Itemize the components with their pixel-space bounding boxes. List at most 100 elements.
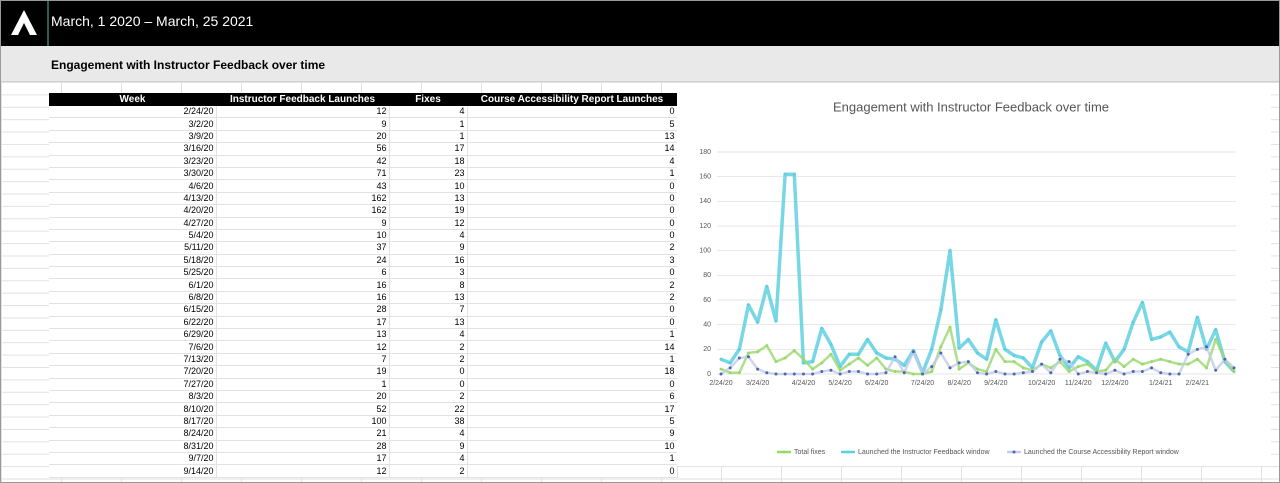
data-point (1195, 357, 1199, 361)
top-bar: March, 1 2020 – March, 25 2021 (1, 1, 1279, 46)
data-point (1021, 366, 1025, 370)
data-point (1012, 360, 1016, 364)
table-cell: 8 (389, 278, 468, 292)
data-point (1122, 372, 1126, 376)
table-cell: 7/20/20 (49, 365, 217, 379)
data-point (1150, 366, 1154, 370)
table-cell: 7/13/20 (49, 353, 217, 367)
data-point (1195, 315, 1199, 319)
table-row: 8/10/20 52 22 17 (49, 402, 678, 416)
data-point (820, 361, 824, 365)
y-tick-label: 20 (703, 346, 711, 353)
data-point (866, 337, 870, 341)
table-cell: 162 (216, 192, 390, 206)
table-cell: 8/3/20 (49, 390, 217, 404)
table-cell: 13 (216, 328, 390, 342)
table-cell: 0 (467, 217, 678, 230)
table-cell: 0 (467, 266, 678, 280)
data-point (1067, 370, 1071, 374)
table-cell: 7/6/20 (49, 340, 217, 354)
table-cell: 6/29/20 (49, 328, 217, 342)
table-cell: 1 (467, 353, 678, 367)
table-cell: 6/22/20 (49, 316, 217, 330)
data-point (820, 370, 824, 374)
table-row: 4/13/20 162 13 0 (49, 192, 678, 206)
data-point (1012, 354, 1016, 357)
table-cell: 2 (467, 278, 678, 292)
table-cell: 4/13/20 (49, 192, 217, 206)
chart-title: Engagement with Instructor Feedback over… (833, 99, 1109, 114)
header-row: Week Instructor Feedback Launches Fixes Cou… (49, 93, 677, 106)
y-tick-label: 140 (699, 198, 711, 205)
table-cell: 8/10/20 (49, 402, 217, 416)
data-point (1186, 352, 1190, 356)
table-cell: 4 (389, 452, 468, 466)
data-point (811, 360, 815, 364)
table-row: 9/14/20 12 2 0 (49, 464, 678, 478)
data-point (1067, 360, 1071, 364)
table-cell: 7 (389, 303, 468, 317)
column-header: Fixes (389, 93, 467, 106)
table-cell: 13 (389, 192, 468, 206)
data-point (756, 320, 760, 324)
table-cell: 6/8/20 (49, 291, 217, 305)
table-row: 6/15/20 28 7 0 (49, 303, 678, 317)
data-point (1058, 357, 1062, 361)
data-point (838, 372, 842, 376)
table-cell: 20 (216, 130, 390, 144)
section-title: Engagement with Instructor Feedback over… (51, 58, 326, 72)
y-tick-label: 40 (703, 322, 711, 329)
table-cell: 6/15/20 (49, 303, 217, 317)
data-point (1195, 347, 1199, 351)
table-cell: 13 (467, 130, 678, 144)
x-tick-label: 12/24/20 (1101, 380, 1128, 387)
data-point (1049, 371, 1053, 375)
table-cell: 2 (467, 241, 678, 255)
table-cell: 16 (389, 254, 468, 268)
data-point (820, 326, 824, 330)
data-point (792, 372, 796, 376)
data-point (893, 355, 897, 359)
data-point (1104, 341, 1108, 345)
table-cell: 2 (467, 291, 678, 305)
table-cell: 17 (467, 402, 678, 416)
data-point (866, 372, 870, 376)
data-point (985, 370, 989, 374)
table-cell: 12 (216, 106, 390, 119)
table-cell: 4 (389, 328, 468, 342)
data-point (902, 371, 906, 375)
data-point (737, 356, 741, 360)
data-point (756, 350, 760, 354)
data-point (930, 365, 934, 369)
table-cell: 1 (389, 117, 468, 131)
table-cell: 71 (216, 167, 390, 181)
data-point (737, 347, 741, 351)
data-point (783, 172, 787, 176)
table-cell: 10 (389, 179, 468, 193)
table-row: 3/9/20 20 1 13 (49, 130, 678, 144)
table-cell: 17 (389, 142, 468, 156)
table-row: 5/4/20 10 4 0 (49, 229, 678, 243)
data-point (774, 319, 778, 323)
table-cell: 23 (389, 167, 468, 181)
data-point (811, 367, 815, 371)
data-point (1177, 362, 1181, 366)
data-point (847, 370, 851, 374)
data-point (765, 371, 769, 375)
table-row: 5/11/20 37 9 2 (49, 241, 678, 255)
table-cell: 38 (389, 415, 468, 429)
table-cell: 0 (467, 179, 678, 193)
table-cell: 20 (216, 390, 390, 404)
data-point (728, 366, 732, 370)
table-cell: 0 (467, 303, 678, 317)
table-row: 4/6/20 43 10 0 (49, 179, 678, 193)
data-point (1122, 365, 1126, 369)
data-table: Week Instructor Feedback Launches Fixes Cou… (49, 93, 678, 478)
data-point (976, 367, 979, 371)
logo[interactable] (1, 1, 49, 46)
legend-marker (782, 450, 786, 454)
data-point (1113, 368, 1117, 372)
legend-label: Launched the Instructor Feedback window (858, 449, 990, 456)
table-cell: 3 (467, 254, 678, 268)
